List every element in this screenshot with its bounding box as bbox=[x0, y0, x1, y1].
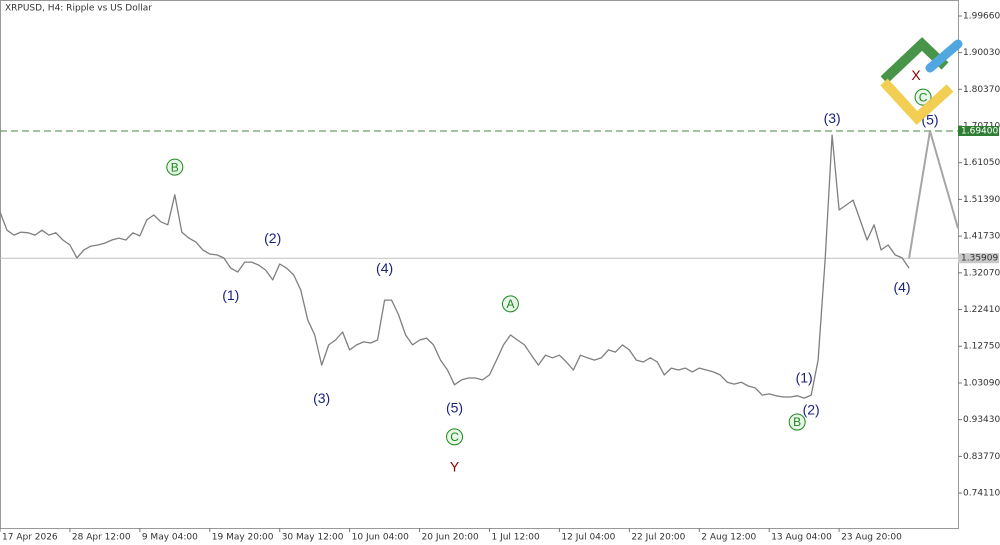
y-tick-label: 0.83770 bbox=[963, 452, 1000, 462]
x-tick-label: 22 Jul 20:00 bbox=[631, 533, 685, 543]
chart-title: XRPUSD, H4: Ripple vs US Dollar bbox=[5, 4, 152, 14]
y-tick-label: 1.22410 bbox=[963, 305, 1000, 315]
y-tick-label: 1.51390 bbox=[963, 195, 1000, 205]
y-tick-label: 1.61050 bbox=[963, 158, 1000, 168]
price-tag-bg bbox=[958, 253, 999, 264]
wave-label: Y bbox=[450, 459, 460, 475]
x-tick-label: 9 May 04:00 bbox=[142, 533, 198, 543]
wave-label: C bbox=[450, 430, 459, 444]
wave-label: (5) bbox=[446, 400, 463, 416]
plot: 0.74110 0.83770 0.93430 1.03090 1.12750 1.224… bbox=[0, 11, 1000, 543]
wave-label: (1) bbox=[796, 370, 813, 386]
price-tag: 1.69400 bbox=[961, 126, 998, 136]
x-tick-label: 13 Aug 04:00 bbox=[771, 533, 832, 543]
wave-label: C bbox=[919, 90, 928, 104]
wave-label: (1) bbox=[222, 287, 239, 303]
x-tick-label: 19 May 20:00 bbox=[212, 533, 274, 543]
y-tick-label: 1.41730 bbox=[963, 232, 1000, 242]
x-tick-label: 1 Jul 12:00 bbox=[491, 533, 540, 543]
wave-circle bbox=[166, 158, 184, 176]
y-tick-label: 0.93430 bbox=[963, 415, 1000, 425]
wave-label: (3) bbox=[824, 110, 841, 126]
price-tag-bg bbox=[958, 125, 999, 136]
x-tick-label: 23 Aug 20:00 bbox=[841, 533, 902, 543]
x-tick-label: 2 Aug 12:00 bbox=[701, 533, 756, 543]
x-tick-label: 17 Apr 2026 bbox=[2, 533, 58, 543]
y-tick-label: 1.99660 bbox=[963, 11, 1000, 21]
wave-label: (4) bbox=[893, 279, 910, 295]
x-tick-label: 10 Jun 04:00 bbox=[352, 533, 409, 543]
y-tick-label: 1.90030 bbox=[963, 48, 1000, 58]
y-tick-label: 1.80370 bbox=[963, 85, 1000, 95]
wave-label: B bbox=[171, 160, 179, 174]
price-tag: 1.35909 bbox=[961, 254, 998, 264]
y-tick-label: 1.03090 bbox=[963, 378, 1000, 388]
wave-circle bbox=[914, 88, 932, 106]
wave-label: (4) bbox=[376, 260, 393, 276]
x-tick-label: 20 Jun 20:00 bbox=[422, 533, 479, 543]
logo bbox=[880, 37, 963, 126]
price-line bbox=[908, 130, 959, 259]
wave-label: (3) bbox=[313, 390, 330, 406]
y-tick-label: 0.74110 bbox=[963, 489, 1000, 499]
y-tick-label: 1.32070 bbox=[963, 268, 1000, 278]
x-tick-label: 30 May 12:00 bbox=[282, 533, 344, 543]
wave-label: (2) bbox=[264, 230, 281, 246]
wave-circle bbox=[788, 413, 806, 431]
y-tick-label: 1.12750 bbox=[963, 342, 1000, 352]
wave-label: B bbox=[793, 415, 801, 429]
x-tick-label: 12 Jul 04:00 bbox=[561, 533, 615, 543]
x-tick-label: 28 Apr 12:00 bbox=[72, 533, 131, 543]
wave-circle bbox=[446, 428, 464, 446]
price-line bbox=[0, 134, 910, 399]
plot-frame bbox=[0, 0, 959, 529]
wave-circle bbox=[501, 295, 519, 313]
wave-label: (2) bbox=[803, 402, 820, 418]
wave-label: A bbox=[506, 297, 514, 311]
wave-label: X bbox=[911, 67, 921, 83]
